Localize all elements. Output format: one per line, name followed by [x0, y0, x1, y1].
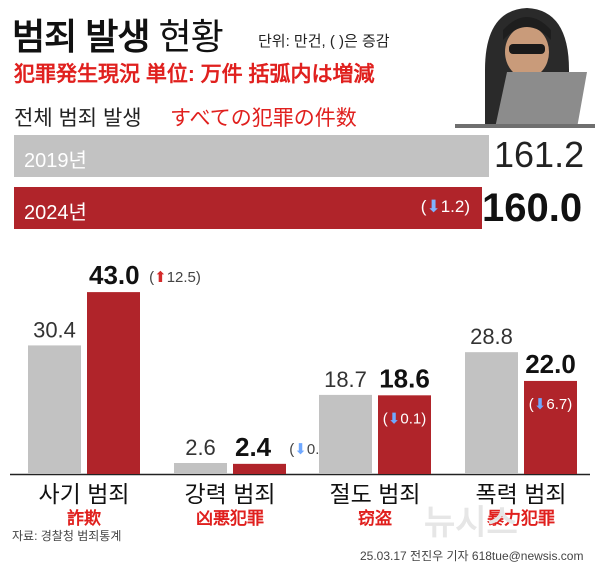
data-label-2019: 2.6: [185, 435, 216, 460]
data-label-2019: 30.4: [33, 317, 76, 342]
data-label-2019: 18.7: [324, 367, 367, 392]
arrow-down-icon: ⬇: [294, 441, 307, 458]
total-label: 전체 범죄 발생: [14, 107, 142, 130]
bar-2024: [524, 380, 577, 474]
category-label-jp: 凶悪犯罪: [196, 508, 264, 528]
unit-note: 단위: 만건, ( )은 증감: [258, 33, 390, 50]
data-label-2019: 28.8: [470, 324, 513, 349]
category-label: 절도 범죄: [329, 481, 420, 507]
total-change: (⬇1.2): [420, 197, 470, 216]
category-label-jp: 暴力犯罪: [486, 508, 555, 528]
total-value-2024: 160.0: [482, 186, 583, 230]
data-label-2024: 43.0: [89, 260, 140, 290]
bar-2024: [87, 292, 140, 474]
category-label: 폭력 범죄: [475, 481, 566, 507]
total-bar-2024: 2024년 (⬇1.2): [14, 187, 482, 229]
data-label-2024: 2.4: [235, 432, 272, 462]
category-label: 사기 범죄: [38, 481, 129, 507]
category-label-jp: 詐欺: [67, 508, 101, 528]
bar-2019: [319, 394, 372, 474]
arrow-down-icon: ⬇: [426, 197, 441, 216]
arrow-down-icon: ⬇: [388, 410, 401, 427]
total-bar-year: 2019년: [24, 150, 87, 172]
total-value-2019: 161.2: [494, 134, 585, 175]
bar-2024: [378, 395, 431, 474]
source-note: 자료: 경찰청 범죄통계: [12, 529, 122, 543]
category-label-jp: 窃盗: [358, 508, 392, 528]
total-bar-2019: 2019년: [14, 135, 489, 177]
hacker-laptop-icon: [455, 8, 595, 128]
bar-2019: [465, 352, 518, 474]
bar-2024: [233, 463, 286, 474]
credit-note: 25.03.17 전진우 기자 618tue@newsis.com: [360, 549, 584, 563]
bar-2019: [28, 345, 81, 474]
watermark: 뉴시스: [424, 504, 518, 542]
arrow-down-icon: ⬇: [534, 396, 547, 413]
page-title: 범죄 발생 현황: [12, 16, 224, 57]
change-label: (⬇0.1): [383, 410, 426, 427]
total-bar-year: 2024년: [24, 202, 87, 224]
change-label: (⬆12.5): [149, 269, 201, 286]
category-label: 강력 범죄: [184, 481, 275, 507]
total-label-jp: すべての犯罪の件数: [170, 107, 357, 130]
bar-2019: [174, 463, 227, 474]
arrow-up-icon: ⬆: [154, 269, 167, 286]
change-label: (⬇6.7): [529, 396, 572, 413]
data-label-2024: 18.6: [379, 363, 430, 393]
data-label-2024: 22.0: [525, 349, 576, 379]
subtitle-jp: 犯罪発生現況 単位: 万件 括弧内は増減: [14, 63, 375, 86]
